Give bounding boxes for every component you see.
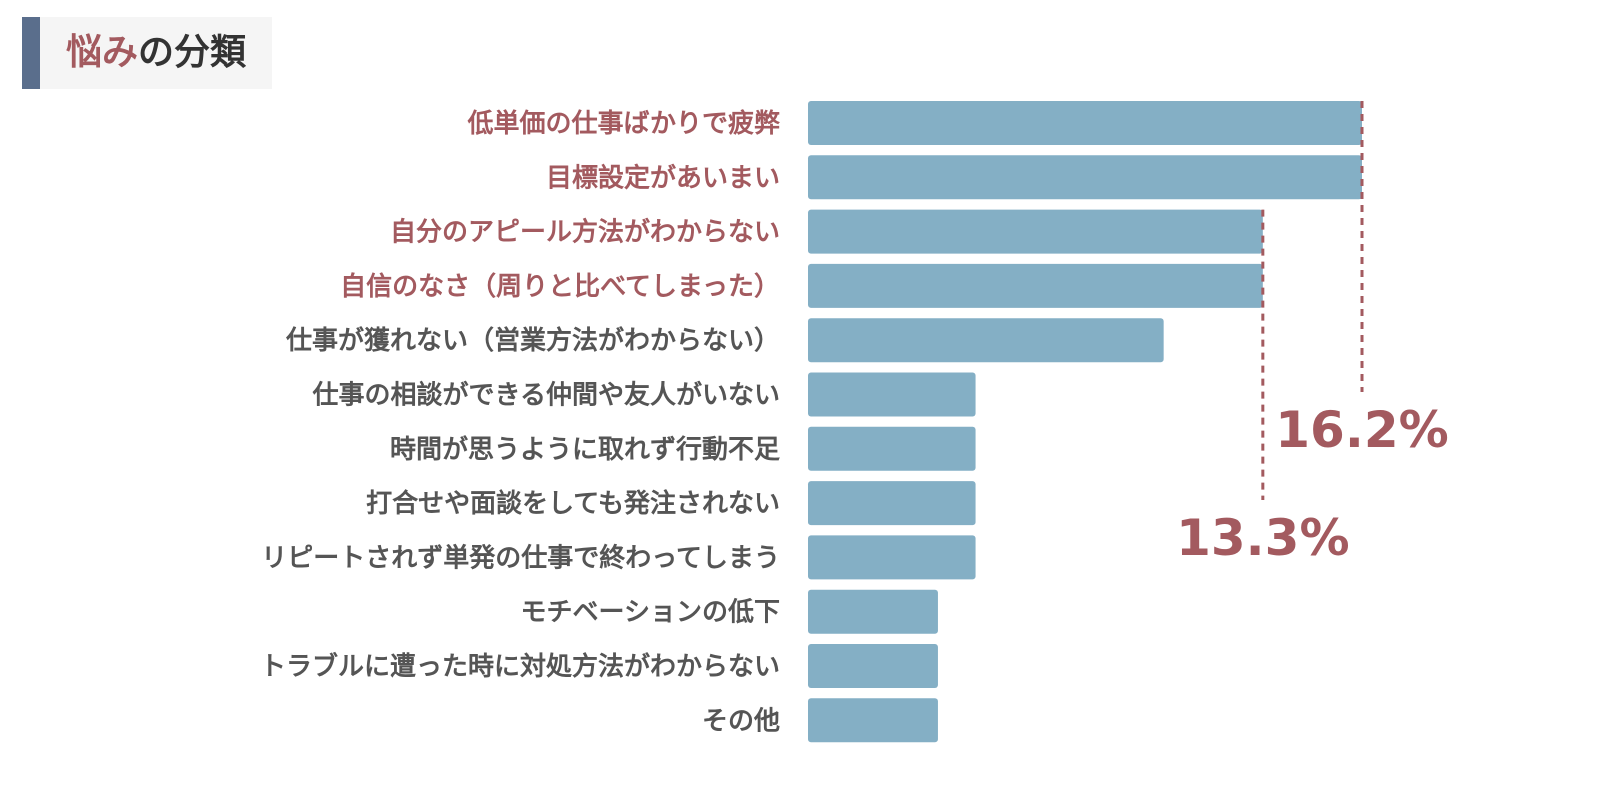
bar-2 [808, 155, 1362, 200]
callout-label-2: 13.3% [1176, 509, 1349, 567]
chart-title: 悩みの分類 [66, 17, 246, 89]
category-label-7: 時間が思うように取れず行動不足 [390, 434, 780, 465]
category-label-1: 低単価の仕事ばかりで疲弊 [466, 108, 780, 139]
bar-5 [808, 318, 1164, 363]
bar-6 [808, 372, 976, 417]
category-label-2: 目標設定があいまい [546, 162, 780, 193]
category-label-12: その他 [702, 706, 780, 736]
bar-9 [808, 535, 976, 580]
bar-10 [808, 589, 938, 634]
category-label-6: 仕事の相談ができる仲間や友人がいない [312, 380, 780, 411]
bar-12 [808, 698, 938, 743]
title-rest: の分類 [138, 32, 247, 73]
callout-label-1: 16.2% [1275, 401, 1448, 459]
bar-8 [808, 481, 976, 526]
title-box: 悩みの分類 [22, 17, 272, 89]
title-accent-bar [22, 17, 40, 89]
category-label-3: 自分のアピール方法がわからない [390, 217, 780, 248]
bar-11 [808, 644, 938, 688]
bar-7 [808, 426, 976, 471]
category-label-5: 仕事が獲れない（営業方法がわからない） [285, 325, 780, 356]
bar-3 [808, 209, 1263, 254]
category-label-4: 自信のなさ（周りと比べてしまった） [340, 271, 780, 302]
category-label-8: 打合せや面談をしても発注されない [366, 488, 780, 519]
bar-4 [808, 263, 1263, 308]
category-label-11: トラブルに遭った時に対処方法がわからない [260, 651, 780, 682]
bar-1 [808, 101, 1362, 145]
category-label-9: リピートされず単発の仕事で終わってしまう [261, 542, 780, 573]
title-highlight: 悩み [66, 32, 139, 73]
category-label-10: モチベーションの低下 [521, 598, 780, 628]
